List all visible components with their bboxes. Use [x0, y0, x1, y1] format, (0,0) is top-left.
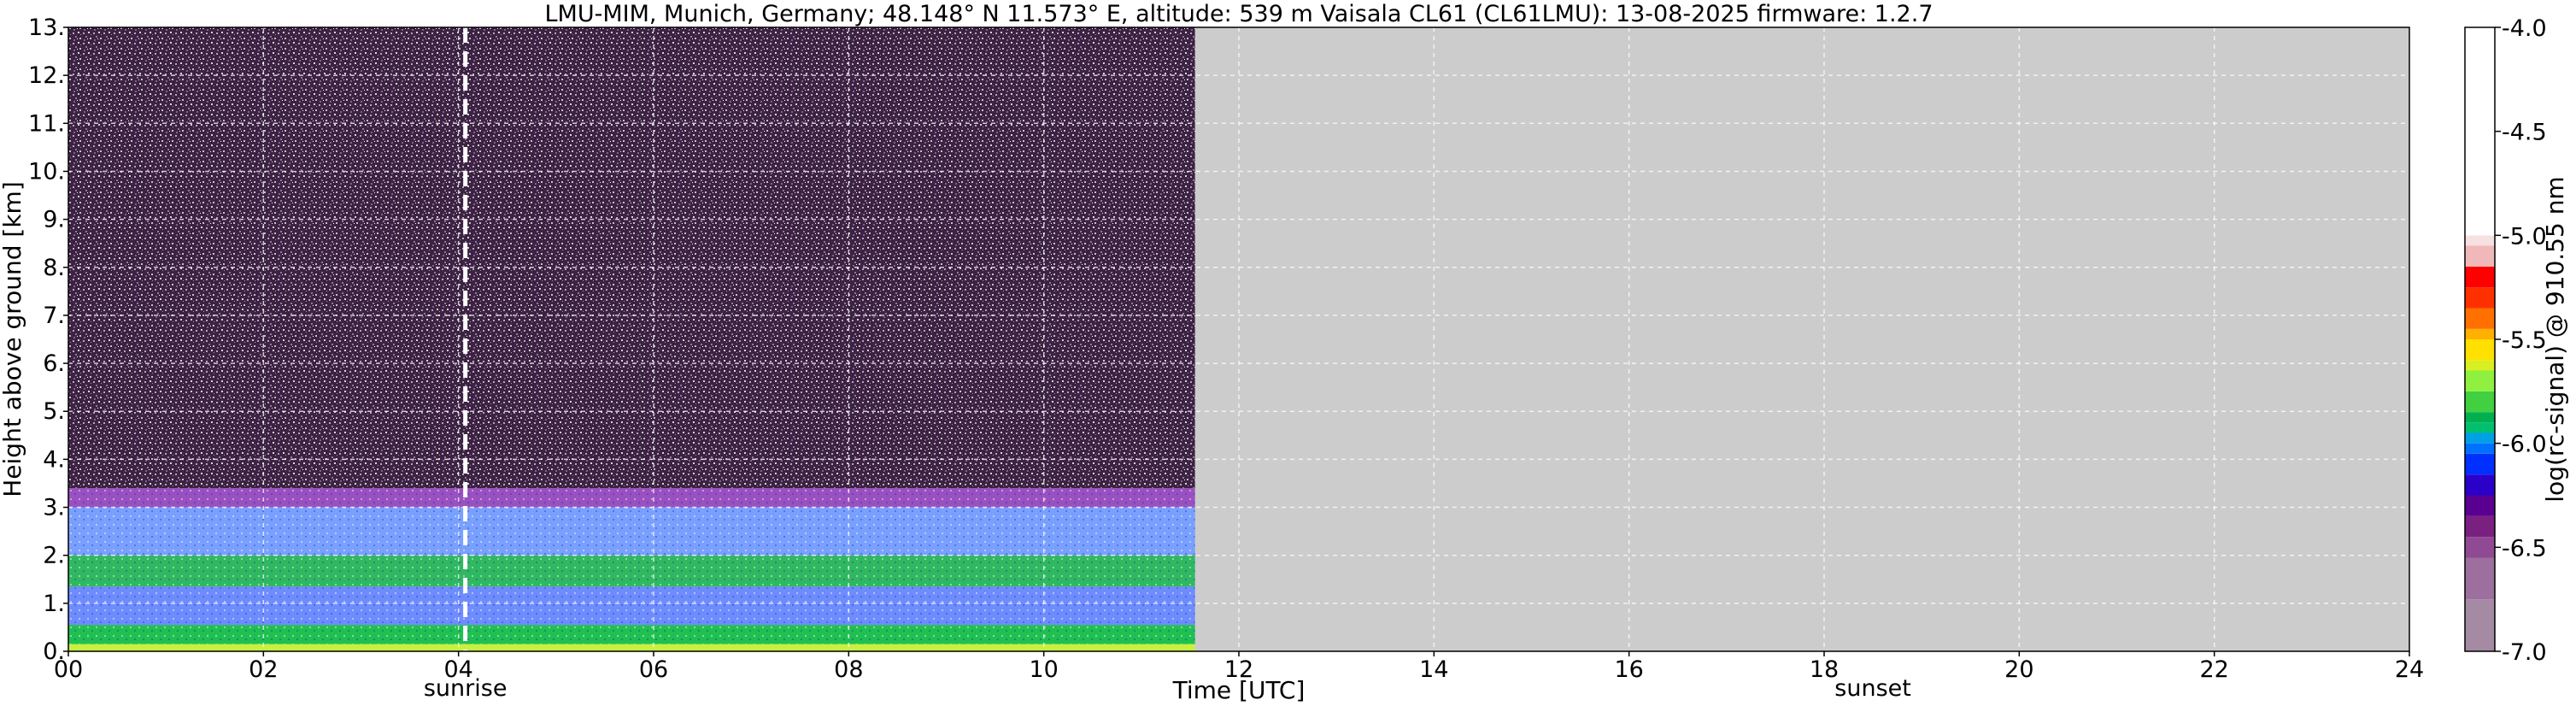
x-tick-label: 18 — [1810, 656, 1839, 683]
colorbar-band — [2465, 515, 2495, 538]
colorbar-bands — [2465, 27, 2495, 651]
x-tick-label: 12 — [1224, 656, 1253, 683]
colorbar: -4.0 -4.5 -5.0 -5.5 -6.0 -6.5 -7.0 log(rc-sign… — [2464, 15, 2569, 666]
colorbar-tick-label: -6.5 — [2502, 535, 2547, 562]
colorbar-band — [2465, 235, 2495, 246]
colorbar-band — [2465, 599, 2495, 651]
colorbar-tick-label: -7.0 — [2502, 639, 2547, 666]
x-tick-label: 24 — [2395, 656, 2424, 683]
y-tick-label: 11. — [28, 110, 65, 137]
y-tick-label: 6. — [43, 350, 65, 377]
x-tick-label: 00 — [54, 656, 83, 683]
y-tick-label: 1. — [43, 591, 65, 617]
x-tick-label: 14 — [1419, 656, 1448, 683]
colorbar-band — [2465, 391, 2495, 413]
colorbar-label: log(rc-signal) @ 910.55 nm — [2541, 176, 2569, 502]
x-tick-label: 20 — [2004, 656, 2033, 683]
colorbar-band — [2465, 370, 2495, 391]
colorbar-tick-label: -6.0 — [2502, 432, 2547, 458]
x-tick-label: 08 — [834, 656, 863, 683]
colorbar-band — [2465, 328, 2495, 339]
x-tick-label: 06 — [639, 656, 668, 683]
colorbar-band — [2465, 495, 2495, 516]
colorbar-tick-label: -4.0 — [2502, 15, 2547, 42]
marker-labels: sunrise sunset — [424, 675, 1911, 702]
colorbar-band — [2465, 360, 2495, 371]
y-tick-label: 2. — [43, 543, 65, 569]
layer-texture-top-magenta — [68, 488, 1195, 508]
y-tick-label: 10. — [28, 158, 65, 185]
x-axis-label: Time [UTC] — [1172, 676, 1306, 704]
colorbar-band — [2465, 443, 2495, 454]
colorbar-tick-label: -4.5 — [2502, 120, 2547, 146]
y-tick-label: 0. — [43, 638, 65, 665]
layer-texture-mid-green — [68, 555, 1195, 587]
colorbar-band — [2465, 339, 2495, 361]
y-tick-label: 8. — [43, 255, 65, 281]
x-tick-label: 16 — [1614, 656, 1643, 683]
colorbar-band — [2465, 412, 2495, 423]
x-tick-label: 02 — [249, 656, 278, 683]
x-tick-label: 22 — [2199, 656, 2228, 683]
y-axis-label: Height above ground [km] — [0, 181, 26, 497]
y-axis-ticks: 0. 1. 2. 3. 4. 5. 6. 7. 8. 9. 10. 11. 12. 13. — [28, 15, 68, 665]
colorbar-band — [2465, 453, 2495, 475]
y-tick-label: 9. — [43, 207, 65, 233]
backscatter-layers — [68, 27, 1195, 651]
x-tick-label: 04 — [443, 656, 472, 683]
y-tick-label: 12. — [28, 62, 65, 89]
y-tick-label: 3. — [43, 495, 65, 521]
chart-title: LMU-MIM, Munich, Germany; 48.148° N 11.5… — [544, 1, 1933, 27]
colorbar-band — [2465, 27, 2495, 236]
colorbar-band — [2465, 537, 2495, 558]
colorbar-band — [2465, 422, 2495, 433]
plot-area — [67, 26, 2410, 652]
layer-texture-lower-blue — [68, 586, 1195, 626]
sunrise-label: sunrise — [424, 675, 508, 702]
layer-surface — [68, 644, 1195, 651]
colorbar-ticks: -4.0 -4.5 -5.0 -5.5 -6.0 -6.5 -7.0 — [2495, 15, 2547, 666]
layer-texture-residual-blue — [68, 507, 1195, 556]
y-tick-label: 13. — [28, 15, 65, 41]
x-tick-label: 10 — [1029, 656, 1058, 683]
colorbar-band — [2465, 266, 2495, 288]
layer-texture-boundary-green — [68, 625, 1195, 644]
sunset-label: sunset — [1834, 675, 1911, 702]
y-tick-label: 4. — [43, 446, 65, 473]
colorbar-band — [2465, 557, 2495, 600]
colorbar-tick-label: -5.5 — [2502, 327, 2547, 354]
y-tick-label: 5. — [43, 398, 65, 425]
grid-lines — [68, 27, 2409, 651]
colorbar-tick-label: -5.0 — [2502, 223, 2547, 250]
colorbar-band — [2465, 308, 2495, 329]
layer-noise — [68, 27, 1195, 489]
colorbar-band — [2465, 474, 2495, 496]
x-axis-ticks: 00 02 04 06 08 10 12 14 16 18 20 22 24 — [54, 651, 2424, 683]
colorbar-band — [2465, 287, 2495, 309]
colorbar-band — [2465, 432, 2495, 444]
colorbar-band — [2465, 245, 2495, 267]
y-tick-label: 7. — [43, 303, 65, 329]
